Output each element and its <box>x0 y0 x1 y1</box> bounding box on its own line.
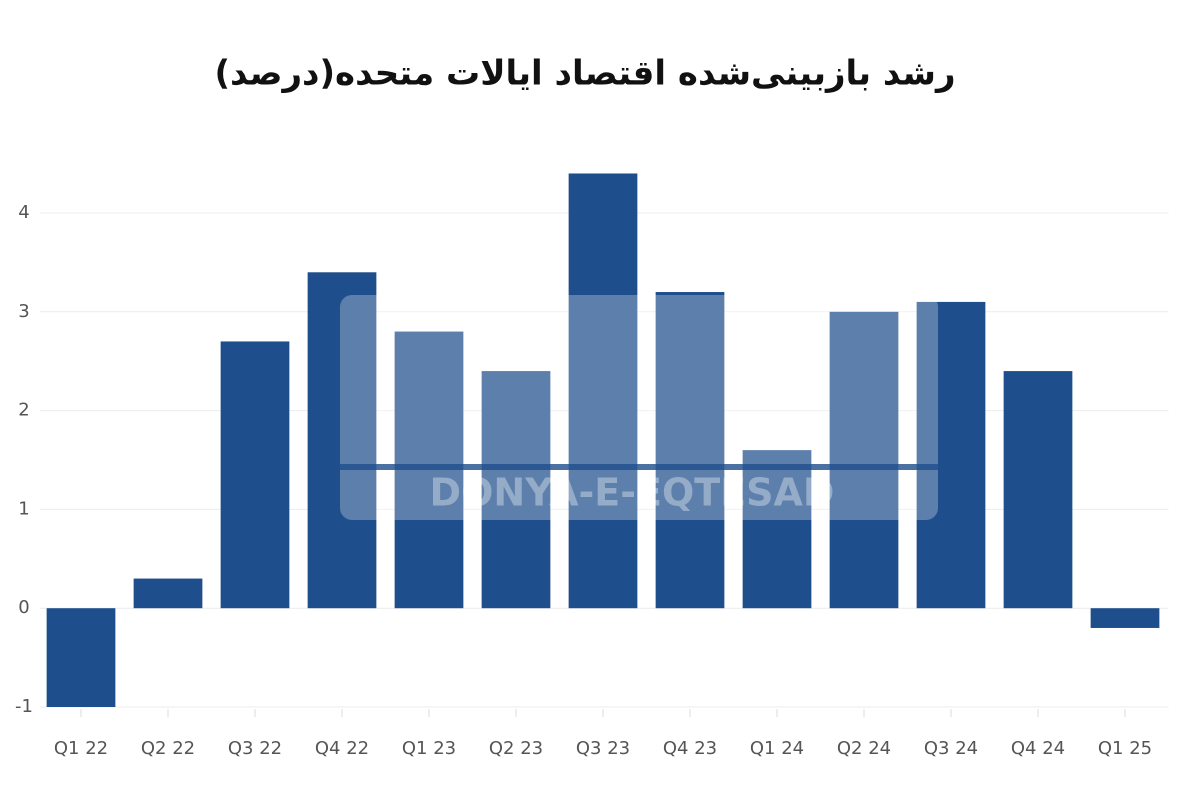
x-tick-label: Q1 22 <box>54 738 108 759</box>
bar <box>133 578 203 609</box>
bar <box>829 311 899 609</box>
y-tick-label: 0 <box>18 597 29 618</box>
y-tick-label: 4 <box>18 202 29 223</box>
y-tick-label: 3 <box>18 301 29 322</box>
bar <box>220 341 290 609</box>
y-tick-label: -1 <box>15 696 33 717</box>
y-tick-label: 2 <box>18 400 29 421</box>
x-tick-label: Q1 23 <box>402 738 456 759</box>
x-tick-label: Q3 24 <box>924 738 978 759</box>
chart-title: رشد بازبینی‌شده اقتصاد ایالات متحده(درصد… <box>214 54 955 94</box>
bar <box>742 450 812 609</box>
bar <box>568 173 638 609</box>
x-tick-label: Q1 24 <box>750 738 804 759</box>
watermark-box <box>340 295 938 520</box>
x-tick-label: Q2 22 <box>141 738 195 759</box>
y-tick-label: 1 <box>18 498 29 519</box>
x-tick-label: Q4 23 <box>663 738 717 759</box>
bar <box>46 608 116 707</box>
x-tick-label: Q2 23 <box>489 738 543 759</box>
x-tick-label: Q1 25 <box>1098 738 1152 759</box>
x-tick-label: Q4 22 <box>315 738 369 759</box>
x-tick-label: Q4 24 <box>1011 738 1065 759</box>
bar <box>481 371 551 609</box>
x-tick-label: Q3 23 <box>576 738 630 759</box>
bar <box>1003 371 1073 609</box>
bar <box>655 292 725 609</box>
bar <box>307 272 377 609</box>
x-tick-label: Q2 24 <box>837 738 891 759</box>
watermark: DONYA-E-EQTESAD <box>430 471 835 515</box>
x-tick-label: Q3 22 <box>228 738 282 759</box>
bar <box>916 301 986 609</box>
bar <box>1090 608 1160 628</box>
